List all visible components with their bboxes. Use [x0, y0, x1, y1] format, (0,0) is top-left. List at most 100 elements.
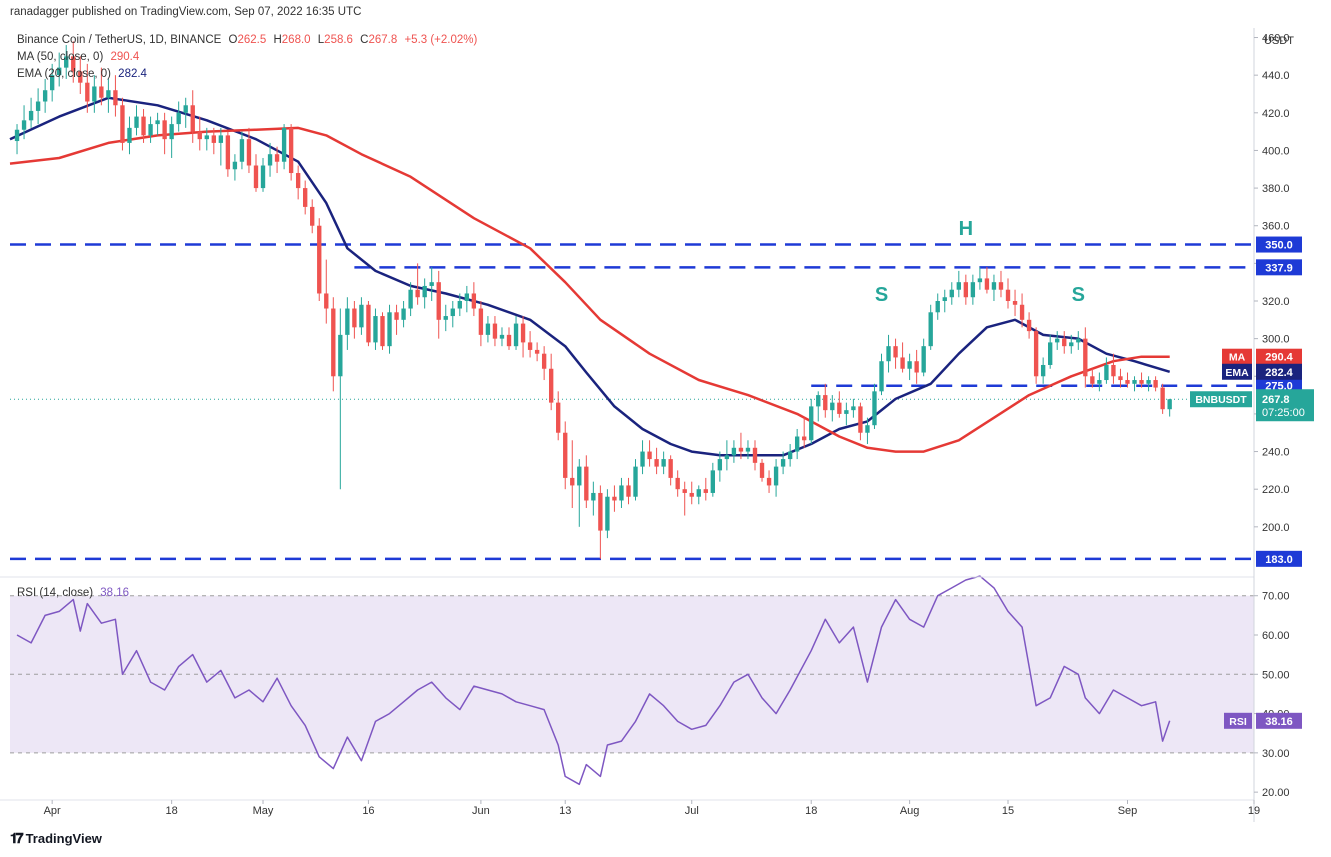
candle-body — [28, 110, 34, 121]
pattern-annotations: S H S — [875, 218, 1085, 306]
candle-body — [288, 127, 294, 174]
candle-body — [478, 308, 484, 335]
low-value: 258.6 — [324, 34, 353, 46]
symbol-name: Binance Coin / TetherUS, 1D, BINANCE — [17, 34, 222, 46]
ma-legend: MA (50, close, 0) 290.4 — [17, 51, 139, 63]
candle-body — [605, 496, 610, 531]
rsi-tick-label: 50.00 — [1262, 669, 1290, 681]
publish-caption: ranadagger published on TradingView.com,… — [10, 6, 362, 18]
rsi-tick-label: 60.00 — [1262, 630, 1290, 642]
countdown-timer: 07:25:00 — [1262, 407, 1305, 419]
symbol-tag — [1190, 391, 1252, 408]
candle-body — [633, 466, 638, 497]
candle-body — [120, 105, 125, 143]
time-tick-label: Apr — [44, 805, 61, 817]
price-tick-label: 220.0 — [1262, 484, 1290, 496]
time-tick-label: 18 — [166, 805, 178, 817]
candle-body — [155, 120, 160, 125]
price-tick-label: 440.0 — [1262, 70, 1290, 82]
candle-body — [787, 451, 793, 460]
candle-body — [169, 124, 174, 140]
candle-body — [408, 289, 413, 309]
candle-body — [1026, 319, 1032, 332]
candle-body — [422, 285, 427, 298]
close-label: C — [360, 34, 369, 46]
indicator-name-tag — [1222, 348, 1252, 365]
price-axis-unit: USDT — [1264, 35, 1294, 47]
candle-body — [1005, 289, 1011, 301]
candle-body — [190, 105, 195, 132]
candle-body — [387, 312, 392, 347]
candle-body — [71, 56, 76, 72]
time-tick-label: 18 — [805, 805, 817, 817]
candle-body — [591, 492, 596, 501]
last-price-value: 267.8 — [1262, 394, 1290, 406]
candle-body — [359, 304, 364, 328]
tradingview-logo[interactable]: 𝟏𝟕 TradingView — [10, 830, 102, 847]
candle-body — [570, 477, 575, 486]
pattern-letter: S — [1072, 284, 1085, 306]
candle-body — [218, 135, 224, 143]
candle-body — [239, 139, 245, 162]
candle-body — [1090, 376, 1095, 384]
candle-body — [513, 323, 519, 347]
indicator-value-label: 290.4 — [1265, 352, 1293, 364]
indicator-name-label: EMA — [1225, 367, 1249, 379]
indicator-value-tag — [1256, 363, 1302, 380]
candle-body — [710, 470, 716, 493]
low-label: L — [317, 34, 325, 46]
price-tick-label: 240.0 — [1262, 447, 1290, 459]
candle-body — [619, 485, 624, 501]
candle-body — [830, 402, 835, 411]
candle-body — [485, 323, 491, 335]
candle-body — [1019, 304, 1025, 320]
candle-body — [682, 489, 687, 493]
candle-body — [1012, 301, 1018, 305]
candle-body — [211, 135, 216, 143]
candle-body — [197, 131, 202, 140]
change-value: +5.3 (+2.02%) — [404, 34, 478, 46]
candle-body — [584, 466, 589, 501]
candle-body — [373, 316, 378, 343]
candle-body — [886, 346, 891, 362]
candle-body — [970, 282, 976, 298]
candle-body — [1160, 387, 1165, 410]
candle-body — [724, 455, 730, 460]
symbol-tag-label: BNBUSDT — [1195, 394, 1247, 406]
candle-body — [534, 349, 540, 354]
candle-body — [471, 293, 477, 309]
candle-body — [281, 127, 287, 162]
open-label: O — [228, 34, 238, 46]
close-value: 267.8 — [368, 34, 398, 46]
candle-body — [499, 334, 505, 339]
time-tick-label: Sep — [1118, 805, 1138, 817]
candle-body — [942, 297, 947, 301]
candle-body — [766, 477, 772, 486]
candles — [14, 41, 1172, 559]
rsi-background — [10, 595, 1254, 754]
candle-body — [548, 368, 554, 403]
ema-legend-value: 282.4 — [118, 68, 147, 80]
candle-body — [563, 432, 568, 478]
candle-body — [162, 120, 167, 140]
candle-body — [492, 323, 498, 339]
candle-body — [295, 173, 301, 189]
candle-body — [977, 278, 983, 283]
candle-body — [99, 86, 104, 98]
candle-body — [127, 127, 132, 143]
candle-body — [998, 282, 1004, 290]
candle-body — [310, 206, 315, 226]
candle-body — [837, 402, 842, 414]
candle-body — [303, 188, 308, 207]
candle-body — [443, 316, 448, 320]
candle-body — [907, 361, 912, 369]
candle-body — [317, 225, 322, 294]
time-tick-label: Aug — [900, 805, 920, 817]
candle-body — [64, 56, 69, 68]
level-tag — [1256, 236, 1302, 253]
candle-body — [260, 165, 266, 189]
candle-body — [689, 492, 694, 497]
rsi-value-tag — [1256, 712, 1302, 729]
ema-legend: EMA (20, close, 0) 282.4 — [17, 68, 147, 80]
